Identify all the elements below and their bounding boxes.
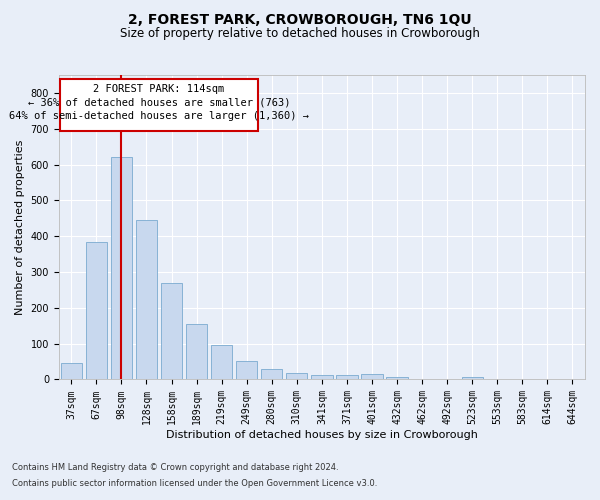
- Bar: [311, 375, 332, 380]
- Bar: [261, 370, 283, 380]
- Bar: [86, 242, 107, 380]
- Bar: [361, 374, 383, 380]
- X-axis label: Distribution of detached houses by size in Crowborough: Distribution of detached houses by size …: [166, 430, 478, 440]
- Text: Contains HM Land Registry data © Crown copyright and database right 2024.: Contains HM Land Registry data © Crown c…: [12, 464, 338, 472]
- Bar: [111, 156, 132, 380]
- Text: 64% of semi-detached houses are larger (1,360) →: 64% of semi-detached houses are larger (…: [9, 112, 309, 122]
- Bar: [61, 364, 82, 380]
- Bar: [286, 373, 307, 380]
- Text: 2 FOREST PARK: 114sqm: 2 FOREST PARK: 114sqm: [94, 84, 224, 94]
- Y-axis label: Number of detached properties: Number of detached properties: [15, 140, 25, 315]
- Text: 2, FOREST PARK, CROWBOROUGH, TN6 1QU: 2, FOREST PARK, CROWBOROUGH, TN6 1QU: [128, 12, 472, 26]
- Bar: [60, 78, 258, 130]
- Text: ← 36% of detached houses are smaller (763): ← 36% of detached houses are smaller (76…: [28, 98, 290, 108]
- Text: Contains public sector information licensed under the Open Government Licence v3: Contains public sector information licen…: [12, 478, 377, 488]
- Text: Size of property relative to detached houses in Crowborough: Size of property relative to detached ho…: [120, 28, 480, 40]
- Bar: [211, 345, 232, 380]
- Bar: [386, 376, 408, 380]
- Bar: [136, 220, 157, 380]
- Bar: [336, 375, 358, 380]
- Bar: [236, 361, 257, 380]
- Bar: [186, 324, 207, 380]
- Bar: [161, 283, 182, 380]
- Bar: [461, 376, 483, 380]
